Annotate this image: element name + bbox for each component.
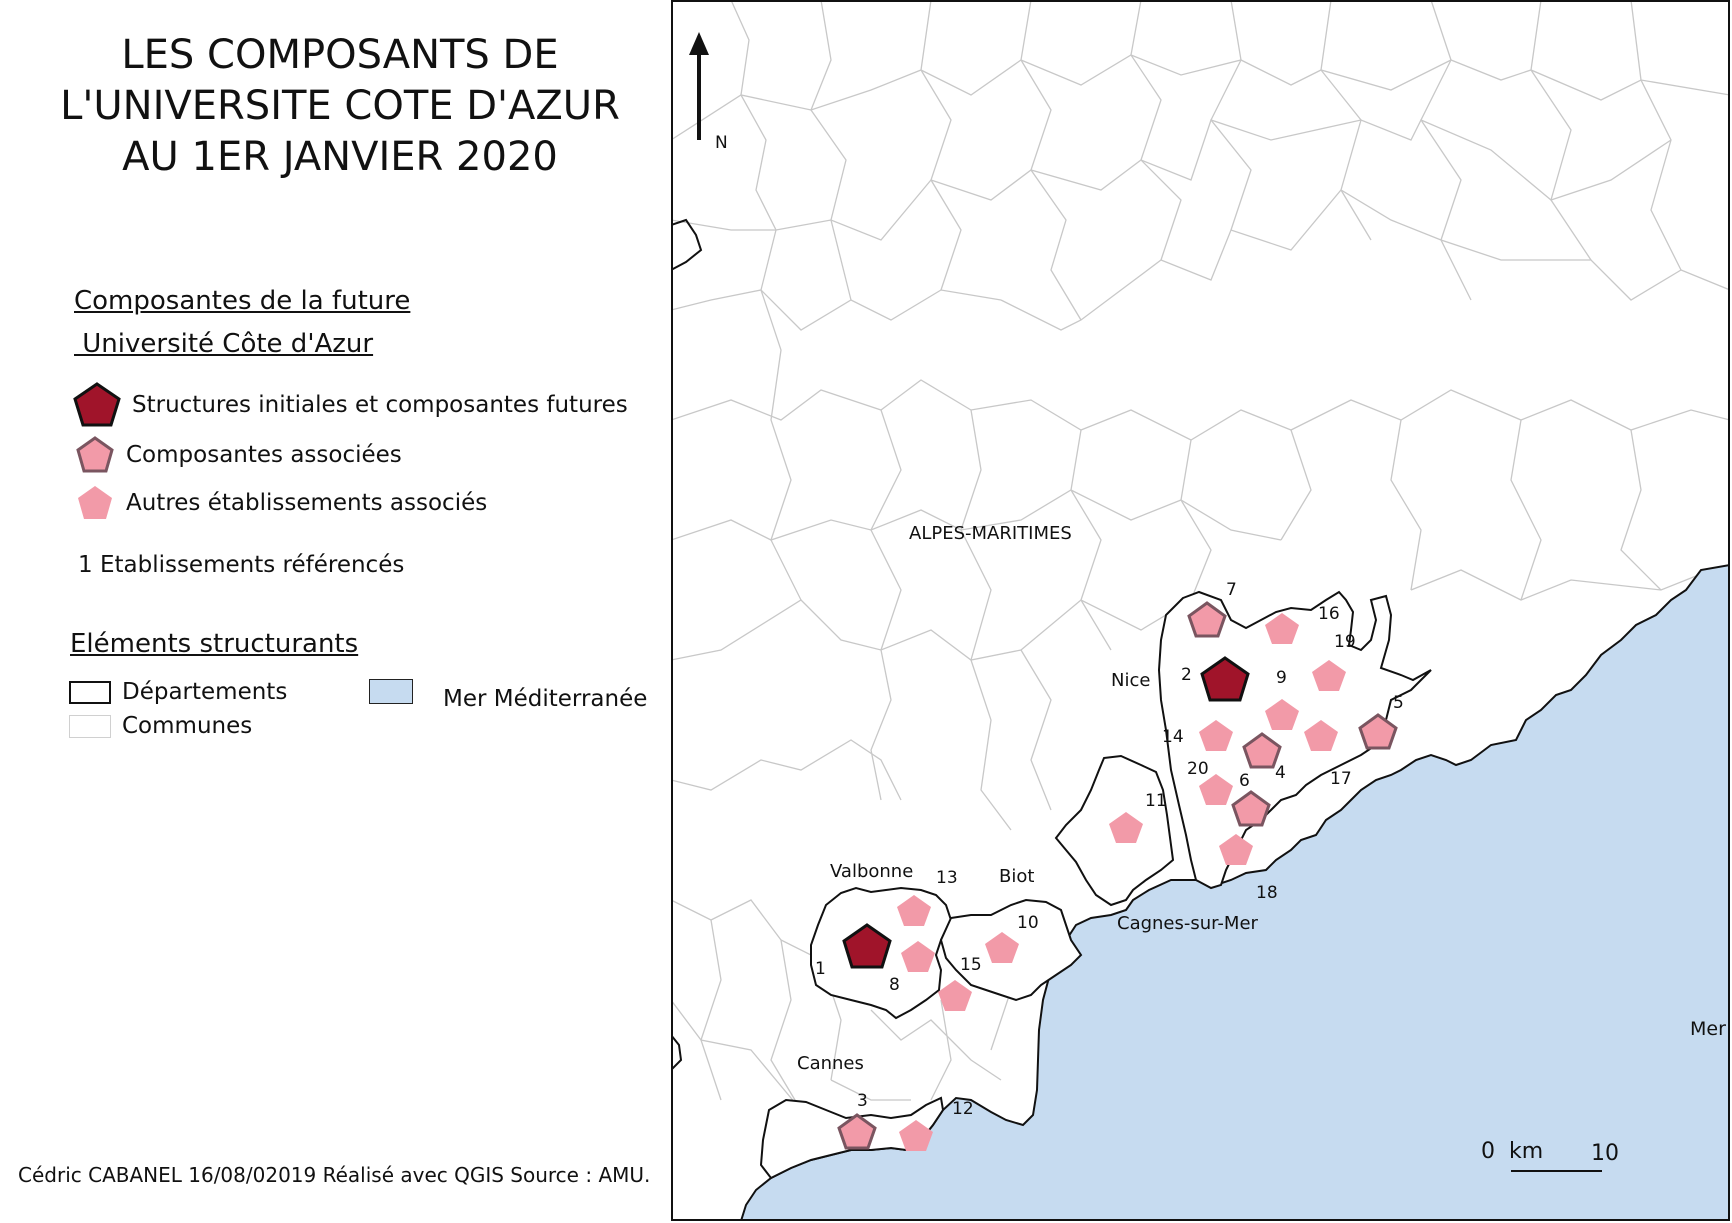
sea-legend-label: Mer Méditerranée — [443, 686, 648, 712]
number-label-11: 11 — [1145, 791, 1167, 811]
marker-other-18 — [1219, 834, 1253, 865]
number-label-7: 7 — [1226, 580, 1237, 600]
place-label-cagnes: Cagnes-sur-Mer — [1117, 913, 1259, 934]
marker-other-19 — [1312, 660, 1346, 691]
number-label-14: 14 — [1162, 727, 1184, 747]
legend-item-other-label: Autres établissements associés — [126, 490, 488, 516]
communes-swatch — [69, 715, 111, 738]
legend-item-initial-label: Structures initiales et composantes futu… — [132, 392, 628, 418]
sea-map-label: Mer Méditerranée — [1690, 1018, 1730, 1040]
map-border — [671, 0, 1730, 1221]
map-frame: N ALPES-MARITIMES Mer Méditerranée Nice … — [671, 0, 1730, 1221]
scale-bar: 0 km 10 — [1481, 1139, 1619, 1172]
number-label-8: 8 — [889, 975, 900, 995]
number-label-10: 10 — [1017, 913, 1039, 933]
title-line-3: AU 1ER JANVIER 2020 — [122, 134, 558, 180]
marker-initial-1 — [842, 923, 892, 969]
marker-other-17 — [1304, 720, 1338, 751]
legend-heading-1: Composantes de la future — [74, 286, 411, 316]
number-label-17: 17 — [1330, 769, 1352, 789]
number-label-3: 3 — [857, 1091, 868, 1111]
number-label-6: 6 — [1239, 771, 1250, 791]
number-label-4: 4 — [1275, 763, 1286, 783]
marker-other-11 — [1109, 812, 1143, 843]
initial-structure-pentagon-icon — [73, 382, 121, 427]
departements-label: Départements — [122, 679, 288, 705]
number-label-18: 18 — [1256, 883, 1278, 903]
marker-associated-4 — [1242, 732, 1282, 769]
legend-structure-heading: Eléments structurants — [70, 629, 359, 659]
marker-associated-6 — [1231, 790, 1271, 827]
marker-initial-2 — [1200, 656, 1250, 702]
marker-associated-3 — [837, 1113, 877, 1150]
map-title: LES COMPOSANTS DE L'UNIVERSITE COTE D'AZ… — [40, 30, 640, 183]
map-canvas: N ALPES-MARITIMES Mer Méditerranée Nice … — [671, 0, 1730, 1221]
place-label-biot: Biot — [999, 866, 1034, 887]
place-label-cannes: Cannes — [797, 1053, 864, 1074]
department-outlines — [671, 218, 703, 1071]
number-label-5: 5 — [1393, 693, 1404, 713]
marker-associated-7 — [1187, 601, 1227, 638]
communes-label: Communes — [122, 713, 253, 739]
title-line-2: L'UNIVERSITE COTE D'AZUR — [60, 83, 620, 129]
north-label: N — [715, 133, 728, 153]
other-establishment-pentagon-icon — [78, 486, 112, 519]
departements-swatch — [69, 681, 111, 704]
place-label-nice: Nice — [1111, 670, 1150, 691]
marker-other-9 — [1265, 699, 1299, 730]
legend-item-initial: Structures initiales et composantes futu… — [72, 382, 628, 428]
number-label-9: 9 — [1276, 668, 1287, 688]
place-label-valbonne: Valbonne — [830, 861, 913, 882]
north-arrow-icon — [689, 32, 709, 140]
title-line-1: LES COMPOSANTS DE — [121, 32, 559, 78]
marker-other-8 — [901, 941, 935, 972]
scale-unit-label: km — [1509, 1139, 1543, 1164]
marker-other-16 — [1265, 613, 1299, 644]
establishment-markers — [837, 601, 1398, 1151]
establishment-numbers: 1 2 3 4 5 6 7 8 9 10 11 12 13 14 15 16 1… — [815, 580, 1404, 1119]
legend-item-other: Autres établissements associés — [75, 484, 487, 522]
department-label: ALPES-MARITIMES — [909, 523, 1072, 544]
sea-swatch — [369, 679, 413, 704]
legend-numbered-note: 1 Etablissements référencés — [78, 552, 405, 578]
marker-other-14 — [1199, 720, 1233, 751]
marker-other-10 — [985, 932, 1019, 963]
scale-end-label: 10 — [1591, 1141, 1619, 1166]
marker-other-12 — [899, 1120, 933, 1151]
commune-boundaries — [671, 0, 1730, 1111]
associated-component-pentagon-icon — [76, 436, 114, 473]
number-label-2: 2 — [1181, 665, 1192, 685]
legend-heading-2: Université Côte d'Azur — [74, 329, 374, 359]
number-label-19: 19 — [1334, 632, 1356, 652]
marker-other-15 — [938, 980, 972, 1011]
credit-line: Cédric CABANEL 16/08/02019 Réalisé avec … — [18, 1163, 651, 1187]
number-label-1: 1 — [815, 959, 826, 979]
marker-other-20 — [1199, 774, 1233, 805]
number-label-20: 20 — [1187, 759, 1209, 779]
scale-start-label: 0 — [1481, 1139, 1495, 1164]
marker-other-13 — [897, 895, 931, 926]
marker-associated-5 — [1358, 713, 1398, 750]
legend-item-associated-label: Composantes associées — [126, 442, 402, 468]
number-label-16: 16 — [1318, 604, 1340, 624]
number-label-12: 12 — [952, 1099, 974, 1119]
legend-item-associated: Composantes associées — [75, 436, 402, 474]
number-label-13: 13 — [936, 868, 958, 888]
number-label-15: 15 — [960, 955, 982, 975]
